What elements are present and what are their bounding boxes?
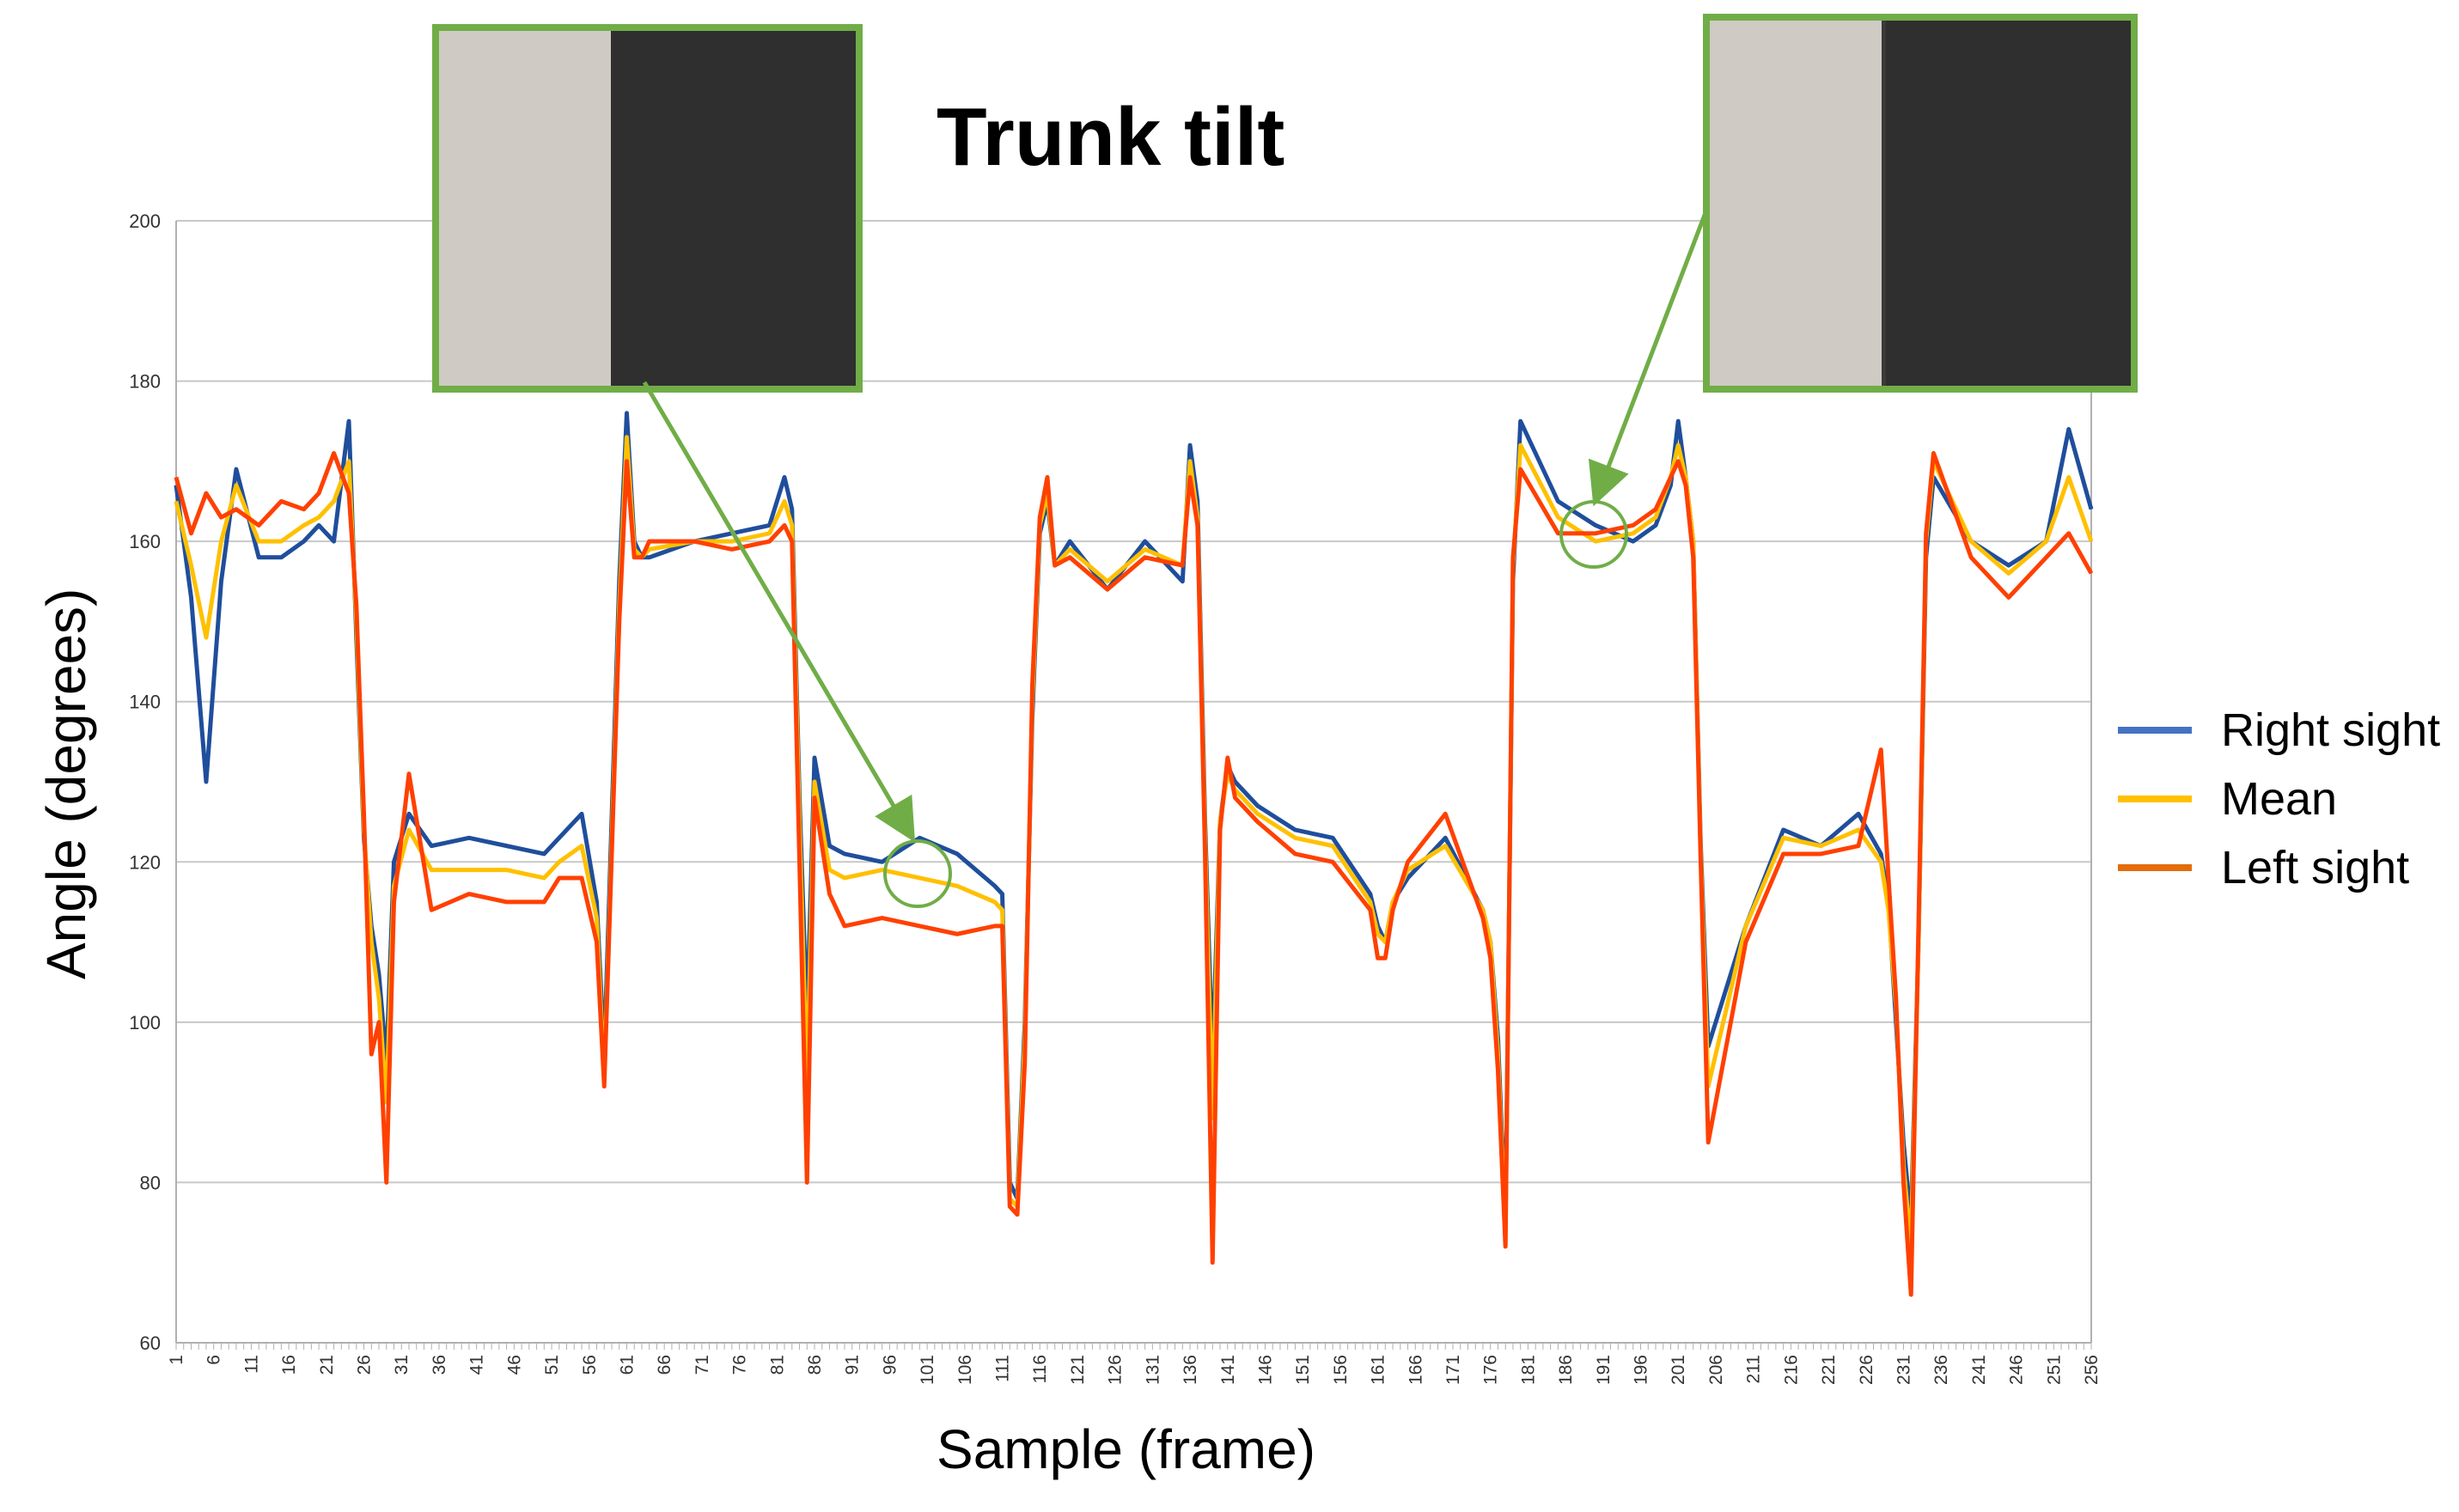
x-tick-label: 171	[1443, 1355, 1463, 1385]
legend-label: Right sight	[2221, 704, 2441, 756]
x-tick-label: 146	[1255, 1355, 1275, 1385]
inset-image-sitting	[432, 24, 863, 393]
y-tick-label: 200	[129, 210, 161, 232]
x-tick-label: 141	[1218, 1355, 1238, 1385]
y-axis-label: Angle (degrees)	[35, 588, 97, 979]
series-line-right-sight	[174, 411, 2094, 1225]
legend-item-left-sight: Left sight	[2118, 833, 2440, 902]
series-lines	[174, 411, 2094, 1297]
x-tick-label: 51	[542, 1355, 562, 1375]
x-tick-label: 86	[805, 1355, 825, 1375]
x-tick-label: 131	[1143, 1355, 1162, 1385]
x-tick-label: 236	[1931, 1355, 1951, 1385]
y-tick-label: 160	[129, 531, 161, 552]
x-tick-label: 256	[2082, 1355, 2102, 1385]
x-tick-label: 206	[1706, 1355, 1726, 1385]
legend-label: Mean	[2221, 773, 2338, 825]
x-tick-label: 76	[730, 1355, 750, 1375]
x-tick-label: 106	[955, 1355, 975, 1385]
x-tick-label: 16	[279, 1355, 299, 1375]
camera-view	[1710, 21, 1882, 386]
legend-label: Left sight	[2221, 842, 2410, 893]
legend-swatch-left-sight	[2118, 864, 2192, 871]
x-tick-label: 1	[167, 1355, 186, 1365]
x-tick-label: 181	[1518, 1355, 1538, 1385]
x-tick-label: 221	[1819, 1355, 1839, 1385]
y-tick-label: 80	[140, 1172, 161, 1193]
x-tick-label: 71	[693, 1355, 712, 1375]
legend-swatch-right-sight	[2118, 727, 2192, 734]
axes	[175, 221, 2092, 1350]
x-tick-label: 21	[317, 1355, 337, 1375]
legend-item-right-sight: Right sight	[2118, 696, 2440, 765]
y-tick-label: 120	[129, 851, 161, 873]
y-tick-label: 100	[129, 1012, 161, 1033]
x-tick-label: 191	[1594, 1355, 1614, 1385]
x-tick-label: 211	[1744, 1355, 1764, 1383]
x-tick-label: 101	[918, 1355, 937, 1385]
x-tick-label: 26	[355, 1355, 375, 1375]
x-tick-label: 41	[467, 1355, 487, 1375]
x-tick-label: 176	[1481, 1355, 1501, 1385]
x-tick-label: 121	[1068, 1355, 1088, 1385]
x-tick-label: 216	[1781, 1355, 1801, 1385]
x-tick-label: 226	[1857, 1355, 1876, 1385]
legend-item-mean: Mean	[2118, 765, 2440, 833]
x-tick-label: 36	[430, 1355, 449, 1375]
x-tick-label: 241	[1969, 1355, 1989, 1385]
y-tick-label: 140	[129, 692, 161, 713]
x-tick-label: 6	[204, 1355, 224, 1365]
point-cloud-view	[1886, 21, 2131, 386]
x-tick-label: 81	[767, 1355, 787, 1375]
chart-title: Trunk tilt	[937, 91, 1285, 183]
x-tick-label: 166	[1406, 1355, 1425, 1385]
camera-view	[439, 31, 611, 386]
y-tick-label: 60	[140, 1332, 161, 1354]
x-tick-label: 156	[1331, 1355, 1351, 1385]
inset-image-standing	[1703, 14, 2138, 393]
x-axis-label: Sample (frame)	[937, 1418, 1315, 1480]
legend-swatch-mean	[2118, 796, 2192, 802]
x-tick-label: 31	[392, 1355, 412, 1375]
x-tick-label: 136	[1181, 1355, 1200, 1385]
series-line-mean	[174, 435, 2094, 1249]
x-tick-label: 46	[504, 1355, 524, 1375]
x-tick-label: 126	[1106, 1355, 1126, 1385]
x-tick-label: 91	[843, 1355, 863, 1375]
legend: Right sight Mean Left sight	[2118, 696, 2440, 902]
x-tick-label: 186	[1556, 1355, 1576, 1385]
x-tick-label: 251	[2044, 1355, 2064, 1385]
x-tick-label: 196	[1632, 1355, 1651, 1385]
x-tick-label: 96	[880, 1355, 900, 1375]
x-tick-label: 56	[580, 1355, 600, 1375]
x-tick-label: 161	[1369, 1355, 1388, 1385]
x-tick-label: 246	[2007, 1355, 2027, 1385]
x-tick-label: 61	[617, 1355, 637, 1375]
x-tick-label: 231	[1894, 1355, 1913, 1385]
point-cloud-view	[611, 31, 856, 386]
series-line-left-sight	[174, 451, 2094, 1297]
y-tick-label: 180	[129, 371, 161, 393]
x-tick-label: 151	[1293, 1355, 1313, 1385]
x-tick-label: 66	[655, 1355, 674, 1375]
x-tick-label: 111	[993, 1355, 1013, 1382]
x-tick-label: 116	[1030, 1355, 1050, 1383]
x-tick-label: 11	[241, 1355, 261, 1374]
x-tick-label: 201	[1669, 1355, 1688, 1385]
